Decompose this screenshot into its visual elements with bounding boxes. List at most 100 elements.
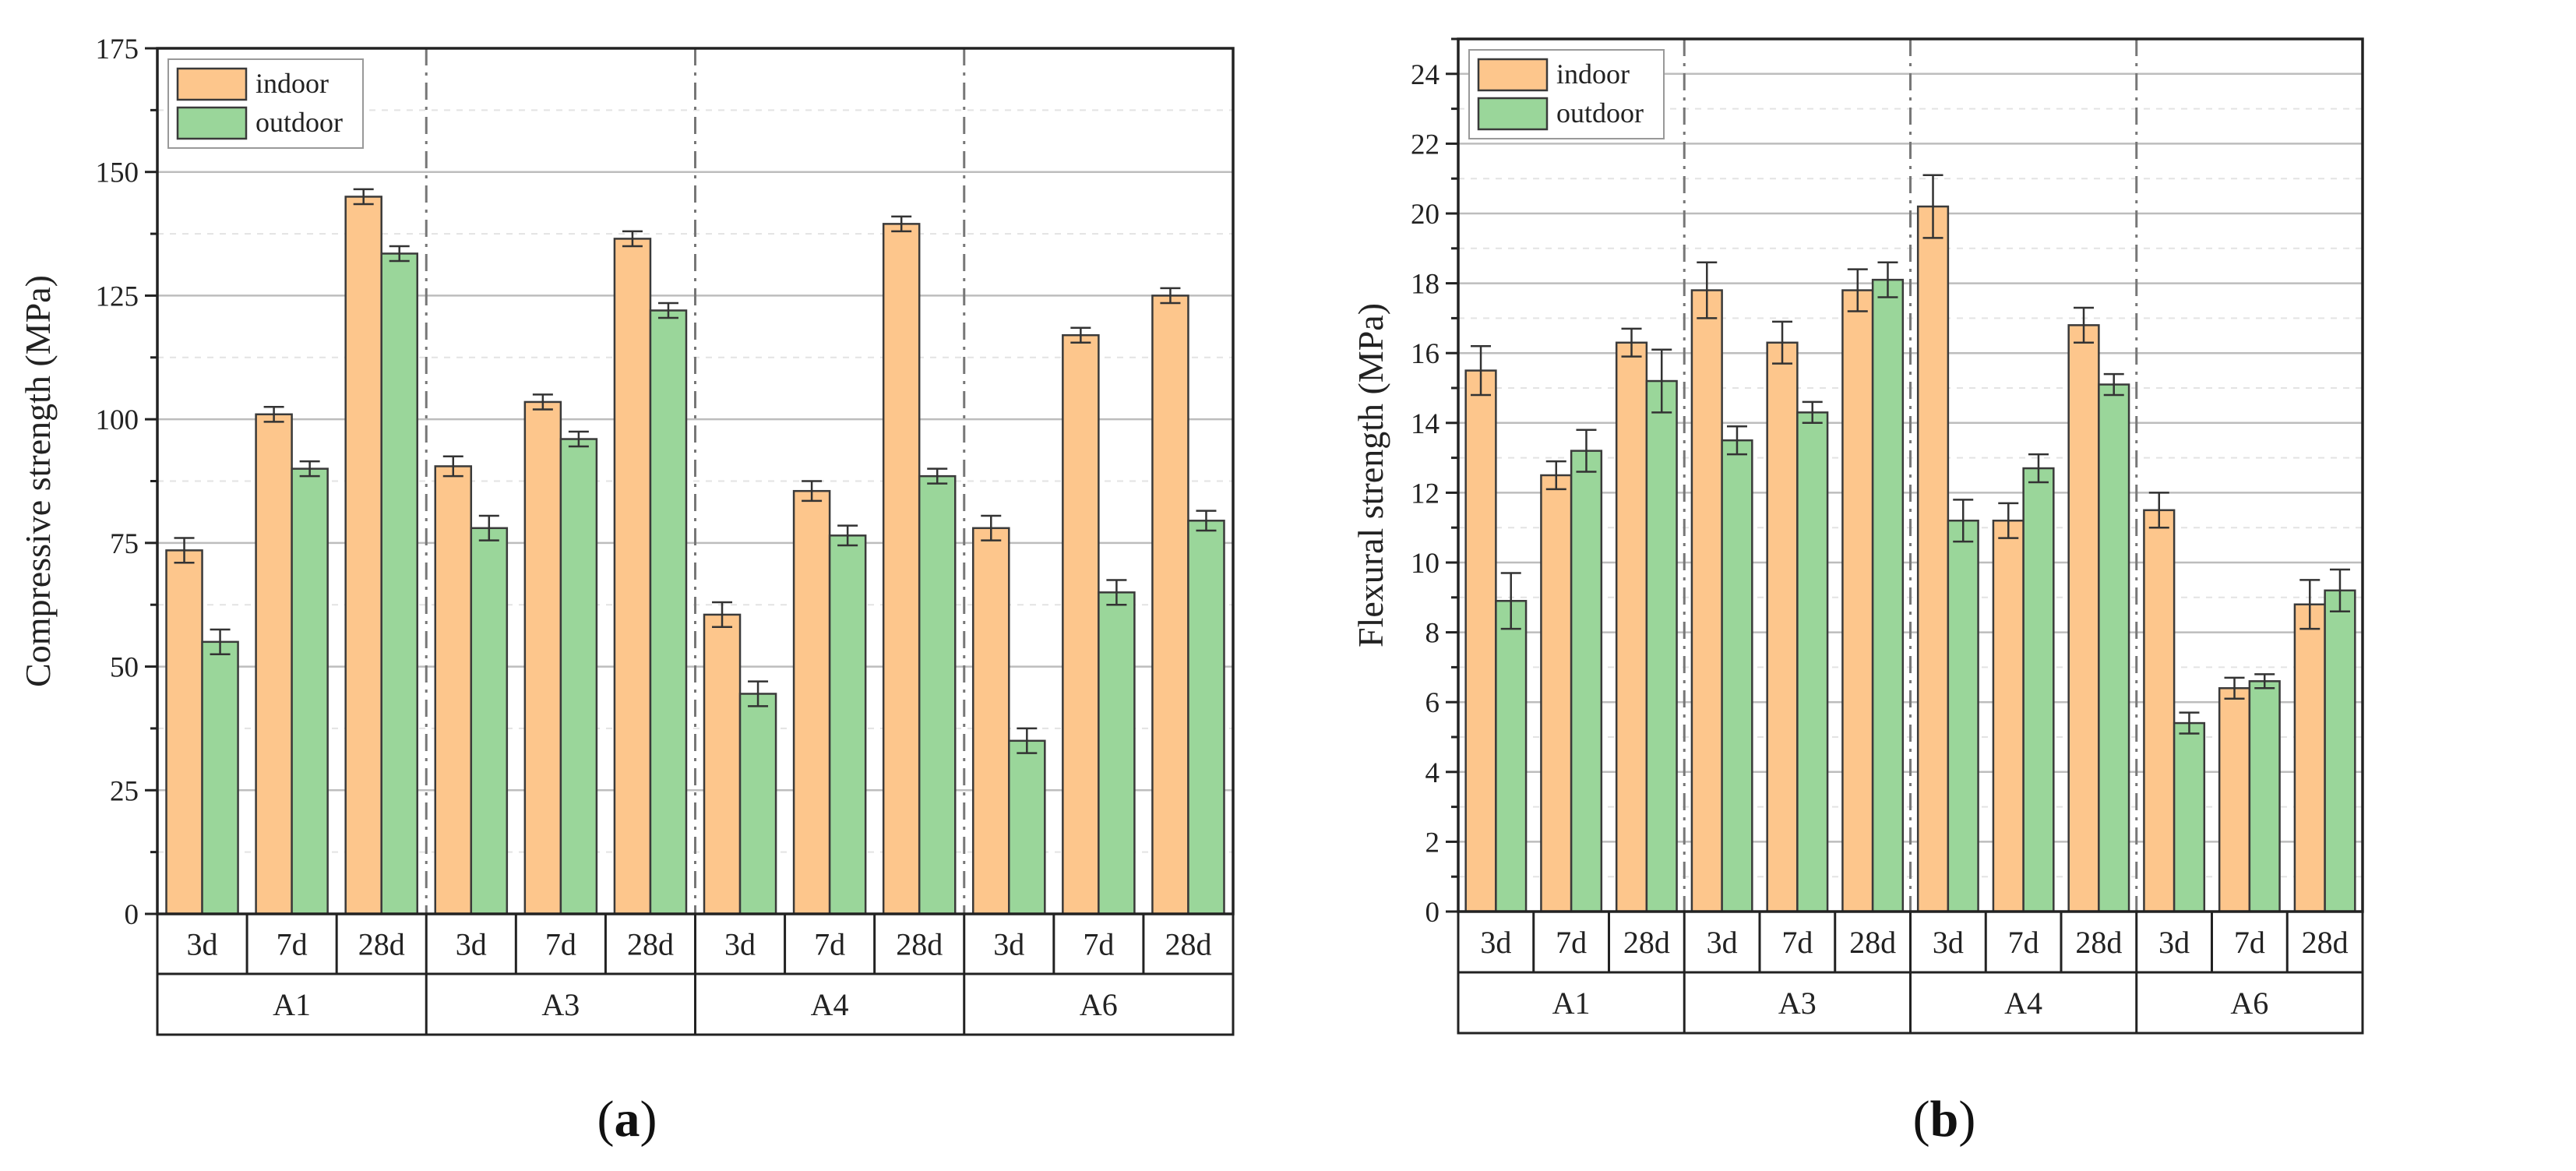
panel-label-close: ) (1958, 1091, 1975, 1148)
x-age-label: 7d (277, 927, 308, 962)
bar-indoor-a6-3d (972, 527, 1010, 915)
bar-outdoor-a3-28d (649, 309, 688, 915)
x-age-label: 3d (1707, 925, 1738, 960)
x-group-label: A4 (811, 987, 849, 1022)
y-tick-label: 175 (96, 34, 139, 65)
y-tick-label: 0 (1425, 897, 1440, 929)
bar-indoor-a6-28d (1151, 295, 1189, 915)
bar-indoor-a4-28d (2067, 324, 2100, 913)
bar-outdoor-a1-7d (291, 467, 329, 915)
bar-outdoor-a1-28d (380, 252, 418, 915)
bar-indoor-a6-7d (1062, 333, 1100, 915)
x-age-label: 3d (2158, 925, 2190, 960)
y-tick-label: 20 (1411, 199, 1440, 231)
y-tick-label: 75 (110, 528, 139, 560)
legend-swatch-outdoor (1477, 97, 1549, 131)
bar-indoor-a6-3d (2143, 509, 2176, 913)
bar-outdoor-a3-3d (470, 527, 509, 915)
y-tick-label: 22 (1411, 129, 1440, 160)
bar-indoor-a6-28d (2293, 603, 2326, 913)
bar-outdoor-a1-28d (1645, 379, 1678, 913)
bar-indoor-a1-28d (344, 196, 382, 915)
panel-label-open: ( (597, 1091, 615, 1148)
legend-label-indoor: indoor (255, 68, 329, 99)
y-tick-label: 24 (1411, 59, 1440, 91)
y-tick-label: 150 (96, 157, 139, 189)
legend-swatch-outdoor (176, 106, 248, 140)
bar-indoor-a3-7d (1766, 341, 1799, 913)
bar-outdoor-a1-3d (201, 640, 239, 915)
x-age-label: 3d (187, 927, 218, 962)
y-tick-label: 125 (96, 280, 139, 312)
bar-indoor-a4-3d (1916, 205, 1950, 913)
x-age-label: 3d (456, 927, 487, 962)
x-age-label: 7d (1556, 925, 1587, 960)
legend-swatch-indoor (1477, 58, 1549, 92)
y-tick-label: 14 (1411, 408, 1440, 440)
x-age-label: 7d (545, 927, 576, 962)
legend-label-outdoor: outdoor (1556, 97, 1644, 129)
panel-label-letter: a (615, 1091, 640, 1148)
y-tick-label: 18 (1411, 269, 1440, 301)
y-axis-title: Compressive strength (MPa) (18, 275, 58, 687)
bar-indoor-a3-3d (1690, 289, 1723, 913)
y-tick-label: 50 (110, 652, 139, 684)
bar-indoor-a1-7d (1540, 474, 1573, 913)
x-age-label: 7d (2234, 925, 2265, 960)
bar-indoor-a1-3d (165, 549, 203, 915)
compressive-strength-panel: 0 25 50 75 100 125 150 175 Compressive strength … (18, 34, 1235, 1148)
bar-indoor-a3-7d (523, 400, 562, 915)
legend-label-indoor: indoor (1556, 58, 1630, 90)
x-group-label: A3 (541, 987, 580, 1022)
bar-indoor-a3-28d (1841, 289, 1874, 913)
bar-outdoor-a4-3d (1947, 519, 1979, 913)
legend-swatch-indoor (176, 67, 248, 101)
x-age-label: 7d (814, 927, 845, 962)
x-group-label: A1 (273, 987, 311, 1022)
bar-outdoor-a3-7d (1796, 411, 1829, 913)
y-axis-title: Flexural strength (MPa) (1351, 303, 1390, 647)
panel-label-close: ) (640, 1091, 657, 1148)
x-age-label: 7d (1083, 927, 1114, 962)
bar-outdoor-a6-3d (2173, 721, 2206, 913)
panel-label-open: ( (1913, 1091, 1930, 1148)
x-age-label: 28d (2075, 925, 2122, 960)
x-age-label: 28d (1849, 925, 1896, 960)
bar-indoor-a4-28d (882, 223, 921, 915)
bar-outdoor-a6-28d (1187, 520, 1225, 915)
bar-outdoor-a1-7d (1570, 450, 1603, 913)
bar-indoor-a6-7d (2218, 687, 2251, 913)
bar-indoor-a1-3d (1464, 369, 1497, 913)
bar-indoor-a4-3d (703, 613, 742, 915)
y-tick-label: 25 (110, 775, 139, 807)
x-group-label: A3 (1778, 986, 1817, 1021)
y-tick-label: 2 (1425, 827, 1440, 859)
y-tick-label: 10 (1411, 548, 1440, 580)
x-age-label: 28d (2302, 925, 2349, 960)
x-age-label: 28d (1623, 925, 1670, 960)
bar-outdoor-a3-7d (559, 438, 598, 915)
bar-outdoor-a6-7d (1098, 591, 1136, 915)
bar-outdoor-a3-3d (1721, 439, 1753, 913)
bar-outdoor-a6-28d (2324, 589, 2356, 913)
bar-outdoor-a4-28d (918, 474, 957, 915)
x-age-label: 7d (1781, 925, 1813, 960)
x-age-label: 28d (896, 927, 943, 962)
panel-label: (a) (597, 1091, 657, 1148)
bar-outdoor-a1-3d (1495, 600, 1528, 913)
bar-indoor-a1-7d (255, 413, 293, 915)
x-group-label: A6 (1080, 987, 1118, 1022)
x-age-label: 7d (2008, 925, 2039, 960)
bar-indoor-a1-28d (1615, 341, 1648, 913)
legend-label-outdoor: outdoor (255, 107, 343, 138)
x-age-label: 28d (358, 927, 405, 962)
bar-outdoor-a6-3d (1008, 739, 1046, 915)
y-tick-label: 6 (1425, 687, 1440, 719)
bar-outdoor-a3-28d (1871, 278, 1905, 913)
panel-label: (b) (1913, 1091, 1976, 1148)
bar-indoor-a3-3d (434, 465, 473, 915)
bar-indoor-a4-7d (1992, 519, 2025, 913)
x-group-label: A1 (1552, 986, 1591, 1021)
x-age-label: 3d (1480, 925, 1511, 960)
